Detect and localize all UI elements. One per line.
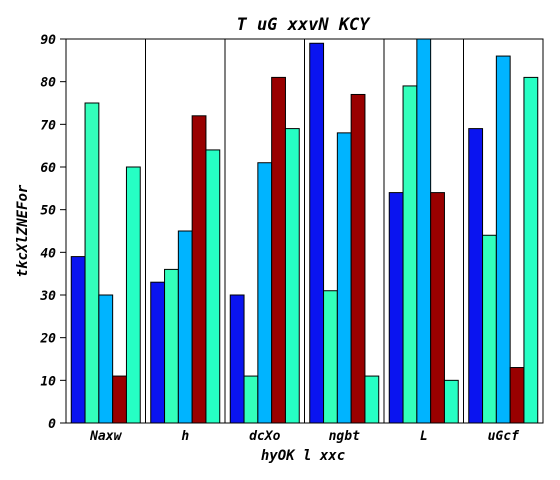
grid-lines (145, 39, 464, 423)
bar-ngbt-series-4 (350, 93, 366, 424)
bar-h-series-4 (191, 115, 207, 424)
y-tick-label: 0 (48, 417, 56, 432)
bar-L-series-3 (416, 38, 432, 424)
bar-uGcf-series-4 (509, 367, 525, 424)
y-tick-label: 10 (40, 374, 56, 389)
bar-L-series-4 (430, 192, 445, 424)
x-tick-label: dcXo (249, 429, 280, 444)
bar-Naxw-series-3 (98, 294, 114, 424)
x-tick-label: L (420, 429, 428, 444)
bar-ngbt-series-1 (309, 42, 325, 424)
bar-h-series-5 (205, 149, 221, 424)
x-tick-label: Naxw (89, 429, 122, 444)
x-axis-label: hyOK l xxc (261, 448, 345, 464)
bar-dcXo-series-2 (243, 375, 259, 424)
bar-dcXo-series-4 (271, 76, 286, 424)
x-tick-label: uGcf (488, 429, 520, 444)
y-tick-label: 70 (40, 118, 56, 133)
bar-Naxw-series-4 (112, 375, 127, 424)
bar-Naxw-series-2 (84, 102, 100, 424)
bar-Naxw-series-5 (125, 166, 141, 424)
y-axis-ticks: 0 10 20 30 40 50 60 70 80 90 (39, 33, 66, 432)
bar-h-series-2 (164, 268, 179, 424)
bar-uGcf-series-3 (495, 55, 511, 424)
y-tick-label: 20 (39, 332, 56, 347)
bar-L-series-1 (388, 192, 404, 424)
bar-uGcf-series-2 (482, 234, 497, 424)
bar-dcXo-series-1 (229, 294, 245, 424)
y-tick-label: 40 (40, 246, 56, 261)
y-tick-label: 80 (40, 76, 56, 91)
y-axis-label: tkcXlZNEFor (15, 184, 31, 277)
bar-L-series-2 (402, 85, 418, 424)
chart-title: T uG xxvN KCY (236, 15, 371, 35)
bar-uGcf-series-1 (468, 128, 484, 424)
bar-L-series-5 (443, 379, 459, 424)
bar-ngbt-series-3 (336, 132, 352, 424)
bar-uGcf-series-5 (523, 76, 539, 424)
y-tick-label: 90 (40, 33, 56, 48)
bar-Naxw-series-1 (70, 256, 86, 424)
y-tick-label: 60 (40, 161, 56, 176)
x-tick-label: ngbt (329, 429, 360, 444)
bar-ngbt-series-5 (364, 375, 380, 424)
y-tick-label: 50 (40, 204, 56, 219)
plot-frame (65, 38, 544, 424)
bars (70, 38, 539, 424)
y-tick-label: 30 (39, 289, 56, 304)
bar-h-series-3 (177, 230, 193, 424)
bar-h-series-1 (150, 281, 166, 424)
x-tick-label: h (181, 429, 189, 444)
bar-ngbt-series-2 (323, 290, 338, 424)
bar-dcXo-series-3 (257, 162, 273, 424)
bar-dcXo-series-5 (284, 128, 300, 424)
